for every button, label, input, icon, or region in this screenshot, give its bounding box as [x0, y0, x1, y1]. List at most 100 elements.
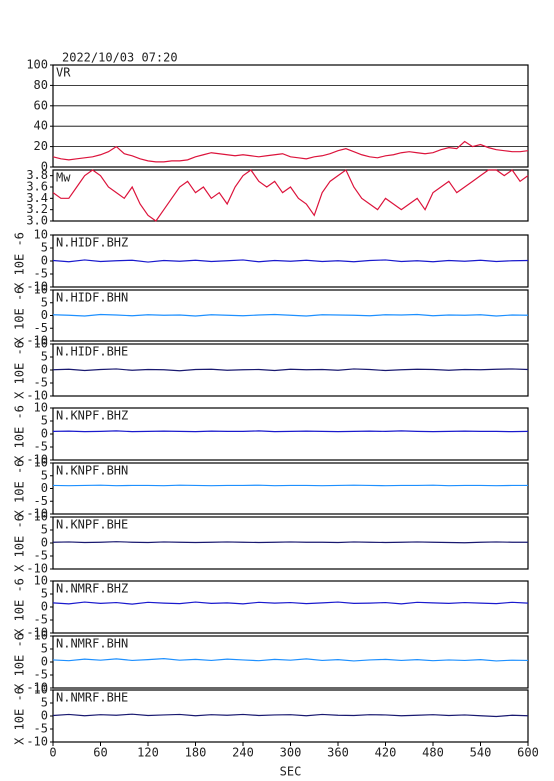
legend-label: N.KNPF.BHN [56, 464, 128, 478]
y-tick-label: 20 [34, 139, 48, 153]
y-tick-label: 10 [34, 683, 48, 697]
x-tick-label: 60 [93, 746, 107, 760]
x-tick-label: 240 [232, 746, 254, 760]
y-tick-label: 3.2 [26, 202, 48, 216]
y-tick-label: 0 [41, 536, 48, 550]
x-tick-label: 540 [470, 746, 492, 760]
y-tick-label: -10 [26, 735, 48, 749]
y-tick-label: 10 [34, 629, 48, 643]
legend-label: N.KNPF.BHE [56, 518, 128, 532]
y-axis-label: X 10E -6 [13, 460, 27, 518]
y-tick-label: -10 [26, 681, 48, 695]
legend-label: N.HIDF.BHN [56, 291, 128, 305]
y-axis-label: X 10E -6 [13, 633, 27, 691]
y-axis-label: X 10E -6 [13, 687, 27, 745]
y-tick-label: 0 [41, 600, 48, 614]
y-tick-label: -10 [26, 626, 48, 640]
y-tick-label: -10 [26, 334, 48, 348]
y-tick-label: 0 [41, 254, 48, 268]
y-tick-label: 10 [34, 456, 48, 470]
x-tick-label: 360 [327, 746, 349, 760]
y-tick-label: 5 [41, 241, 48, 255]
y-tick-label: -5 [34, 549, 48, 563]
x-tick-label: 0 [49, 746, 56, 760]
y-tick-label: 0 [41, 308, 48, 322]
series-line [52, 140, 529, 163]
series-line [52, 259, 529, 263]
y-axis-label: X 10E -6 [13, 514, 27, 572]
y-tick-label: 5 [41, 523, 48, 537]
y-tick-label: 80 [34, 78, 48, 92]
series-line [52, 658, 529, 662]
series-line [52, 430, 529, 433]
y-tick-label: 10 [34, 283, 48, 297]
y-tick-label: 100 [26, 58, 48, 72]
series-line [52, 313, 529, 317]
y-tick-label: -10 [26, 507, 48, 521]
y-tick-label: 5 [41, 468, 48, 482]
chart-title: 2022/10/03 07:20 [62, 51, 178, 65]
x-axis-label: SEC [280, 765, 302, 779]
x-tick-label: 600 [517, 746, 539, 760]
y-tick-label: -10 [26, 389, 48, 403]
series-line [52, 368, 529, 372]
legend-label: VR [56, 66, 71, 80]
y-tick-label: 0 [41, 709, 48, 723]
y-tick-label: 3.6 [26, 180, 48, 194]
y-tick-label: 0 [41, 481, 48, 495]
series-line [52, 484, 528, 487]
y-tick-label: -5 [34, 321, 48, 335]
x-tick-label: 300 [280, 746, 302, 760]
y-axis-label: X 10E -6 [13, 405, 27, 463]
y-tick-label: -10 [26, 562, 48, 576]
legend-label: N.NMRF.BHN [56, 637, 128, 651]
y-tick-label: 0 [41, 160, 48, 174]
x-tick-label: 480 [422, 746, 444, 760]
y-tick-label: 5 [41, 642, 48, 656]
y-tick-label: -5 [34, 494, 48, 508]
x-tick-label: 420 [375, 746, 397, 760]
y-tick-label: 0 [41, 655, 48, 669]
y-tick-label: -10 [26, 280, 48, 294]
y-tick-label: 40 [34, 119, 48, 133]
series-line [52, 601, 529, 605]
y-tick-label: 10 [34, 401, 48, 415]
y-tick-label: 5 [41, 414, 48, 428]
legend-label: N.HIDF.BHZ [56, 236, 128, 250]
series-line [52, 169, 529, 222]
y-tick-label: 10 [34, 510, 48, 524]
y-tick-label: 0 [41, 363, 48, 377]
y-tick-label: 3.8 [26, 168, 48, 182]
y-tick-label: 5 [41, 350, 48, 364]
x-tick-label: 120 [137, 746, 159, 760]
legend-label: N.NMRF.BHE [56, 691, 128, 705]
legend-label: N.KNPF.BHZ [56, 409, 128, 423]
y-tick-label: 5 [41, 696, 48, 710]
y-tick-label: 10 [34, 574, 48, 588]
panel-frame [52, 169, 529, 222]
y-tick-label: 10 [34, 228, 48, 242]
y-axis-label: X 10E -6 [13, 578, 27, 636]
y-axis-label: X 10E -6 [13, 341, 27, 399]
y-tick-label: 60 [34, 98, 48, 112]
x-tick-label: 180 [185, 746, 207, 760]
panel-frame [52, 64, 529, 168]
y-tick-label: 3.0 [26, 214, 48, 228]
y-tick-label: -5 [34, 668, 48, 682]
y-axis-label: X 10E -6 [13, 232, 27, 290]
series-line [52, 541, 528, 544]
legend-label: Mw [56, 171, 71, 185]
legend-label: N.HIDF.BHE [56, 345, 128, 359]
series-line [52, 713, 529, 718]
y-tick-label: 0 [41, 427, 48, 441]
y-tick-label: -5 [34, 613, 48, 627]
y-tick-label: -5 [34, 440, 48, 454]
y-tick-label: 5 [41, 587, 48, 601]
y-axis-label: X 10E -6 [13, 287, 27, 345]
y-tick-label: -10 [26, 453, 48, 467]
y-tick-label: -5 [34, 722, 48, 736]
y-tick-label: -5 [34, 376, 48, 390]
y-tick-label: 3.4 [26, 191, 48, 205]
y-tick-label: 5 [41, 295, 48, 309]
